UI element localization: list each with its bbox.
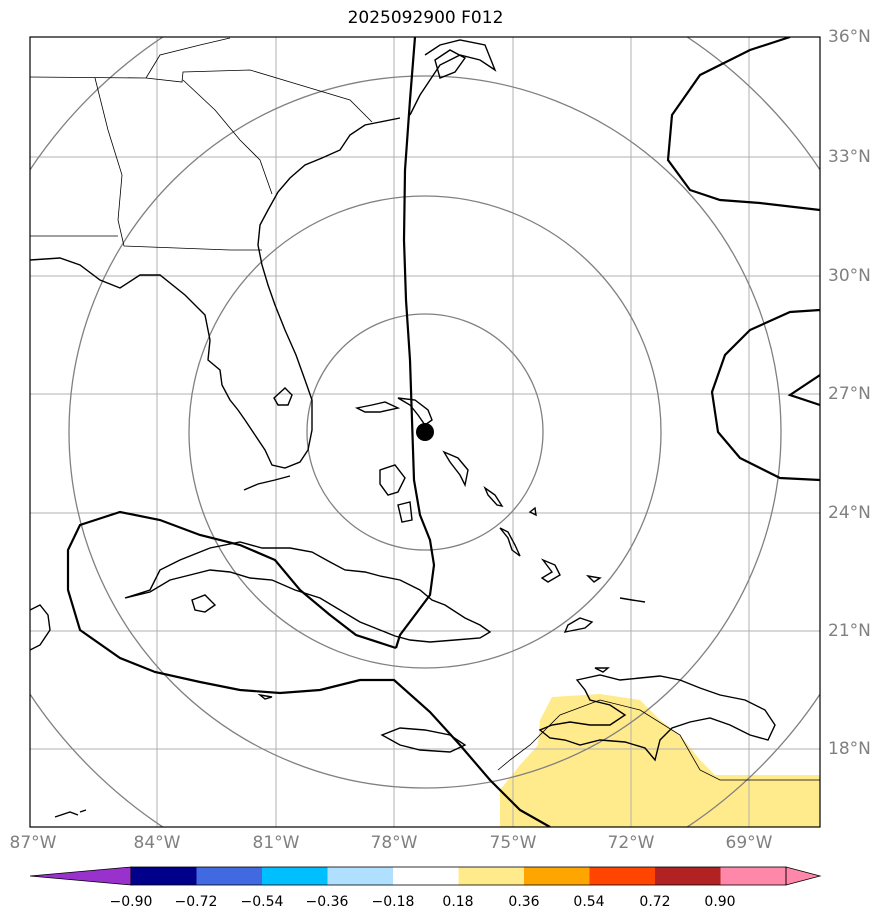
map-title: 2025092900 F012 <box>347 8 504 28</box>
colorbar-tick-label: 0.36 <box>508 894 540 910</box>
lon-label-69w: 69°W <box>725 833 773 853</box>
lat-lon-grid <box>30 37 820 827</box>
colorbar-swatch-4 <box>327 867 393 885</box>
colorbar-extend-low <box>29 866 132 886</box>
colorbar-swatch-9 <box>655 867 721 885</box>
colorbar-tick-label: −0.36 <box>305 894 349 910</box>
colorbar-swatch-3 <box>262 867 328 885</box>
positive-anomaly-fill <box>500 694 820 827</box>
plot-frame <box>29 36 821 828</box>
colorbar-tick-label: −0.54 <box>240 894 284 910</box>
colorbar-swatch-2 <box>196 867 262 885</box>
state-borders <box>30 37 820 781</box>
zero-contours <box>66 37 820 827</box>
colorbar-tick-label: 0.18 <box>442 894 474 910</box>
lat-label-36n: 36°N <box>828 27 871 47</box>
lon-label-72w: 72°W <box>607 833 655 853</box>
lat-label-27n: 27°N <box>828 384 871 404</box>
colorbar-swatch-5 <box>393 867 459 885</box>
storm-center-dot-icon <box>416 423 434 441</box>
lon-label-81w: 81°W <box>252 833 300 853</box>
colorbar-tick-label: −0.18 <box>371 894 415 910</box>
colorbar-tick-label: 0.72 <box>639 894 671 910</box>
lat-label-24n: 24°N <box>828 503 871 523</box>
colorbar-swatch-8 <box>589 867 655 885</box>
colorbar-swatch-7 <box>524 867 590 885</box>
lon-label-87w: 87°W <box>9 833 57 853</box>
colorbar-tick-label: −0.72 <box>174 894 218 910</box>
colorbar-tick-label: 0.90 <box>704 894 736 910</box>
lon-label-78w: 78°W <box>370 833 418 853</box>
lat-label-18n: 18°N <box>828 739 871 759</box>
lon-label-84w: 84°W <box>133 833 181 853</box>
colorbar <box>29 866 822 886</box>
lat-label-30n: 30°N <box>828 266 871 286</box>
colorbar-swatch-10 <box>720 867 786 885</box>
colorbar-tick-label: 0.54 <box>573 894 605 910</box>
colorbar-tick-label: −0.90 <box>109 894 153 910</box>
lat-label-21n: 21°N <box>828 621 871 641</box>
lat-label-33n: 33°N <box>828 147 871 167</box>
colorbar-extend-high <box>785 866 822 886</box>
colorbar-swatch-6 <box>458 867 524 885</box>
lon-label-75w: 75°W <box>489 833 537 853</box>
colorbar-swatch-1 <box>131 867 197 885</box>
